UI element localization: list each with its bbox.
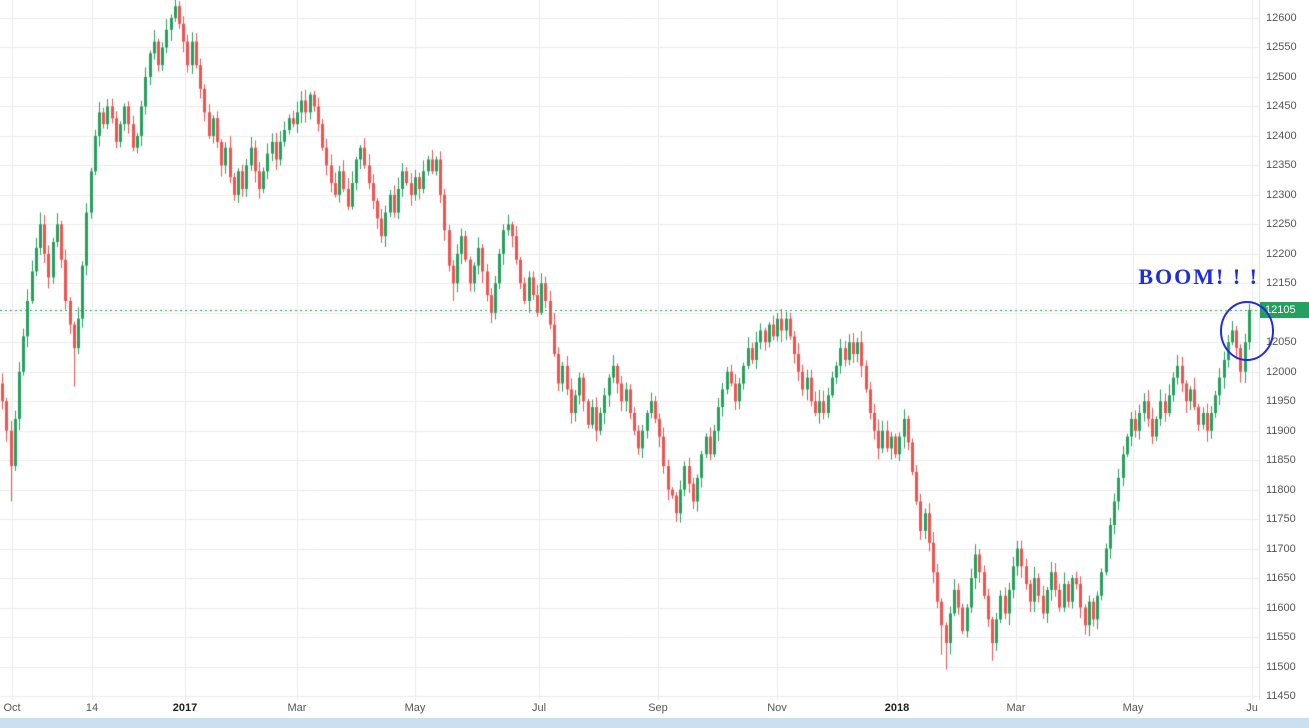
y-tick-label: 11750 [1266, 513, 1296, 526]
y-tick-label: 11900 [1266, 424, 1296, 437]
y-tick-label: 11650 [1266, 572, 1296, 585]
y-tick-label: 12400 [1266, 129, 1297, 142]
x-tick-label: Sep [648, 702, 668, 714]
x-tick-label: May [1122, 702, 1144, 714]
y-tick-label: 11550 [1266, 631, 1296, 644]
x-tick-label: Mar [287, 702, 307, 714]
y-tick-label: 12250 [1266, 218, 1297, 231]
timeline-strip[interactable] [0, 718, 1309, 728]
x-tick-label: Jul [531, 702, 547, 714]
x-tick-label: 2018 [884, 702, 910, 714]
y-tick-label: 12550 [1266, 41, 1297, 54]
y-tick-label: 12050 [1266, 336, 1297, 349]
boom-annotation[interactable]: BOOM! ! ! [1138, 264, 1259, 289]
y-tick-label: 11950 [1266, 395, 1296, 408]
y-tick-label: 11600 [1266, 601, 1296, 614]
highlight-ellipse[interactable] [1220, 301, 1274, 361]
y-tick-label: 12150 [1266, 277, 1297, 290]
x-tick-label: Mar [1006, 702, 1026, 714]
y-tick-label: 11700 [1266, 542, 1296, 555]
time-axis[interactable]: Oct 14 2017 Mar May Jul Sep Nov 2018 Mar May Ju [0, 700, 1309, 718]
x-tick-label: 14 [85, 702, 99, 714]
y-tick-label: 12350 [1266, 159, 1297, 172]
y-tick-label: 11450 [1266, 690, 1296, 702]
x-tick-label: 2017 [172, 702, 198, 714]
x-tick-label: May [404, 702, 426, 714]
y-tick-label: 11500 [1266, 660, 1296, 673]
y-tick-label: 12450 [1266, 100, 1297, 113]
x-tick-label: Oct [3, 702, 21, 714]
y-tick-label: 12000 [1266, 365, 1297, 378]
x-tick-label: Ju [1246, 702, 1258, 714]
y-tick-label: 12600 [1266, 12, 1297, 24]
price-axis[interactable]: 12600 12550 12500 12450 12400 12350 12300 12250… [1259, 0, 1309, 702]
y-tick-label: 12500 [1266, 70, 1297, 83]
x-tick-label: Nov [767, 702, 787, 714]
price-label: 12105 [1260, 301, 1309, 318]
highlight-circle[interactable] [1207, 291, 1287, 371]
y-tick-label: 11850 [1266, 454, 1296, 467]
y-tick-label: 12300 [1266, 188, 1297, 201]
y-tick-label: 11800 [1266, 483, 1296, 496]
y-tick-label: 12200 [1266, 247, 1297, 260]
